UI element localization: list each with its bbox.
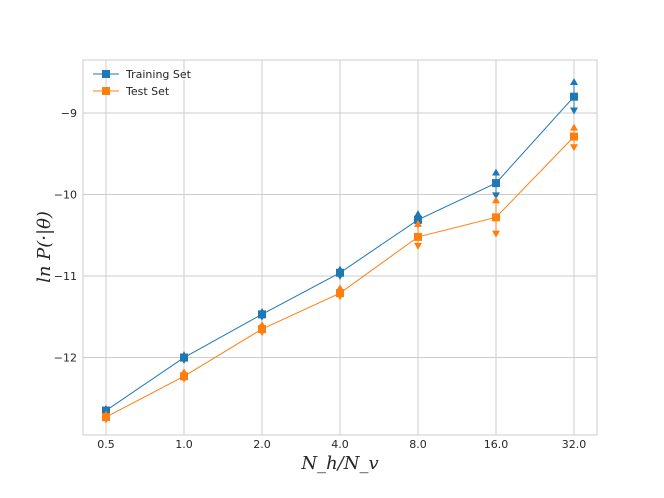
legend-marker-test	[102, 87, 110, 95]
data-point	[102, 413, 110, 422]
data-point	[336, 289, 344, 298]
x-tick-label: 4.0	[331, 438, 349, 451]
x-axis-label: N_h/N_v	[300, 453, 378, 474]
legend-marker-training	[102, 70, 110, 78]
y-tick-label: −12	[54, 352, 77, 365]
x-tick-label: 16.0	[484, 438, 509, 451]
data-point	[336, 268, 344, 277]
legend-label-test: Test Set	[125, 85, 170, 98]
y-axis-label: ln P(·|θ)	[34, 211, 55, 283]
x-tick-label: 1.0	[175, 438, 193, 451]
error-cap-up-icon	[492, 168, 500, 176]
series	[102, 78, 578, 424]
data-point	[570, 92, 578, 101]
x-tick-label: 2.0	[253, 438, 271, 451]
legend: Training Set Test Set	[93, 68, 192, 98]
data-point	[570, 132, 578, 141]
error-cap-up-icon	[492, 196, 500, 204]
y-tick-label: −11	[54, 270, 77, 283]
y-tick-label: −9	[61, 107, 77, 120]
error-cap-down-icon	[414, 242, 422, 250]
error-cap-up-icon	[414, 210, 422, 218]
x-tick-label: 32.0	[562, 438, 587, 451]
data-point	[258, 310, 266, 319]
error-cap-down-icon	[492, 192, 500, 200]
x-tick-label: 8.0	[409, 438, 427, 451]
error-cap-up-icon	[414, 219, 422, 227]
data-point	[414, 232, 422, 241]
x-tick-label: 0.5	[97, 438, 115, 451]
error-cap-down-icon	[570, 144, 578, 152]
data-point	[414, 215, 422, 224]
x-axis-ticks: 0.5 1.0 2.0 4.0 8.0 16.0 32.0	[97, 438, 586, 451]
data-point	[258, 325, 266, 334]
data-point	[492, 213, 500, 222]
error-cap-down-icon	[492, 230, 500, 238]
data-point	[180, 372, 188, 381]
data-point	[180, 353, 188, 362]
error-cap-down-icon	[570, 107, 578, 115]
error-cap-up-icon	[570, 123, 578, 131]
data-point	[492, 179, 500, 188]
legend-label-training: Training Set	[125, 68, 192, 81]
y-axis-ticks: −12 −11 −10 −9	[54, 107, 77, 365]
y-tick-label: −10	[54, 189, 77, 202]
error-cap-up-icon	[570, 78, 578, 86]
data-point	[102, 406, 110, 415]
